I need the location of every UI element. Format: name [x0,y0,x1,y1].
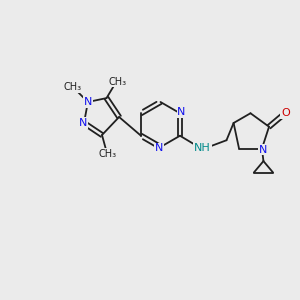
Text: CH₃: CH₃ [64,82,82,92]
Text: N: N [259,145,267,155]
Text: N: N [84,97,92,107]
Text: N: N [177,107,186,117]
Text: O: O [281,108,290,118]
Text: CH₃: CH₃ [99,149,117,159]
Text: N: N [155,143,163,153]
Text: CH₃: CH₃ [109,76,127,87]
Text: NH: NH [194,143,211,153]
Text: N: N [79,118,88,128]
